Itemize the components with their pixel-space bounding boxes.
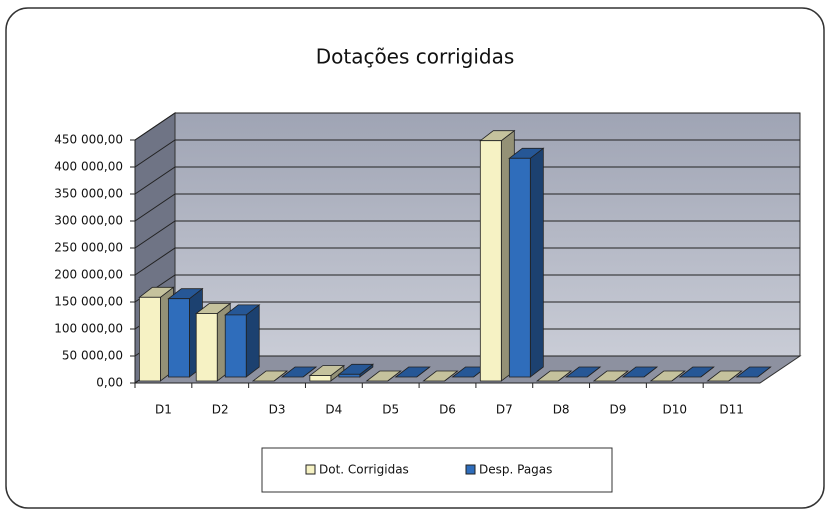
bar-top — [394, 366, 431, 378]
legend-swatch — [305, 464, 316, 475]
bar-top — [365, 370, 402, 382]
grid-line — [134, 193, 800, 222]
bar-top — [280, 366, 318, 378]
y-tick-label: 300 000,00 — [54, 214, 123, 228]
x-tick-label: D10 — [663, 403, 688, 417]
y-tick-label: 400 000,00 — [54, 160, 123, 174]
bar-top — [422, 370, 459, 382]
x-tick-label: D2 — [212, 403, 229, 417]
bar-top — [678, 366, 715, 378]
grid-line — [134, 139, 800, 168]
chart-title: Dotações corrigidas — [316, 45, 515, 69]
legend-label: Desp. Pagas — [479, 463, 552, 477]
x-tick-label: D1 — [155, 403, 172, 417]
bar-top — [621, 366, 659, 378]
bar — [338, 373, 361, 378]
y-tick-label: 200 000,00 — [54, 268, 123, 282]
bar-top — [706, 370, 743, 382]
y-tick-label: 450 000,00 — [54, 133, 123, 147]
grid-line — [134, 247, 800, 276]
bar-top — [735, 366, 772, 378]
x-tick-label: D4 — [325, 403, 342, 417]
x-tick-label: D9 — [610, 403, 627, 417]
bar — [508, 157, 531, 378]
y-tick-label: 350 000,00 — [54, 187, 123, 201]
bar-side — [529, 147, 544, 378]
legend — [261, 447, 613, 493]
y-tick-label: 150 000,00 — [54, 295, 123, 309]
y-tick-label: 100 000,00 — [54, 322, 123, 336]
grid-line — [134, 112, 800, 141]
x-tick-label: D7 — [496, 403, 513, 417]
y-tick-label: 250 000,00 — [54, 241, 123, 255]
grid-line — [134, 220, 800, 249]
bar-top — [564, 366, 602, 378]
bar-top — [592, 370, 630, 382]
bar — [195, 313, 218, 382]
bar — [224, 314, 247, 378]
bar — [139, 296, 161, 382]
y-tick-label: 50 000,00 — [62, 349, 123, 363]
legend-swatch — [465, 464, 476, 475]
x-tick-label: D6 — [439, 403, 456, 417]
bar-side — [245, 304, 260, 378]
bar-top — [251, 370, 289, 382]
bar-top — [535, 370, 573, 382]
x-tick-label: D11 — [719, 403, 744, 417]
bar-top — [649, 370, 686, 382]
legend-label: Dot. Corrigidas — [319, 463, 409, 477]
bar — [168, 298, 190, 378]
y-tick-label: 0,00 — [96, 376, 123, 390]
bar — [479, 140, 502, 382]
x-tick-label: D8 — [553, 403, 570, 417]
grid-line — [134, 166, 800, 195]
bar — [309, 375, 332, 382]
x-tick-label: D5 — [382, 403, 399, 417]
x-tick-label: D3 — [269, 403, 286, 417]
